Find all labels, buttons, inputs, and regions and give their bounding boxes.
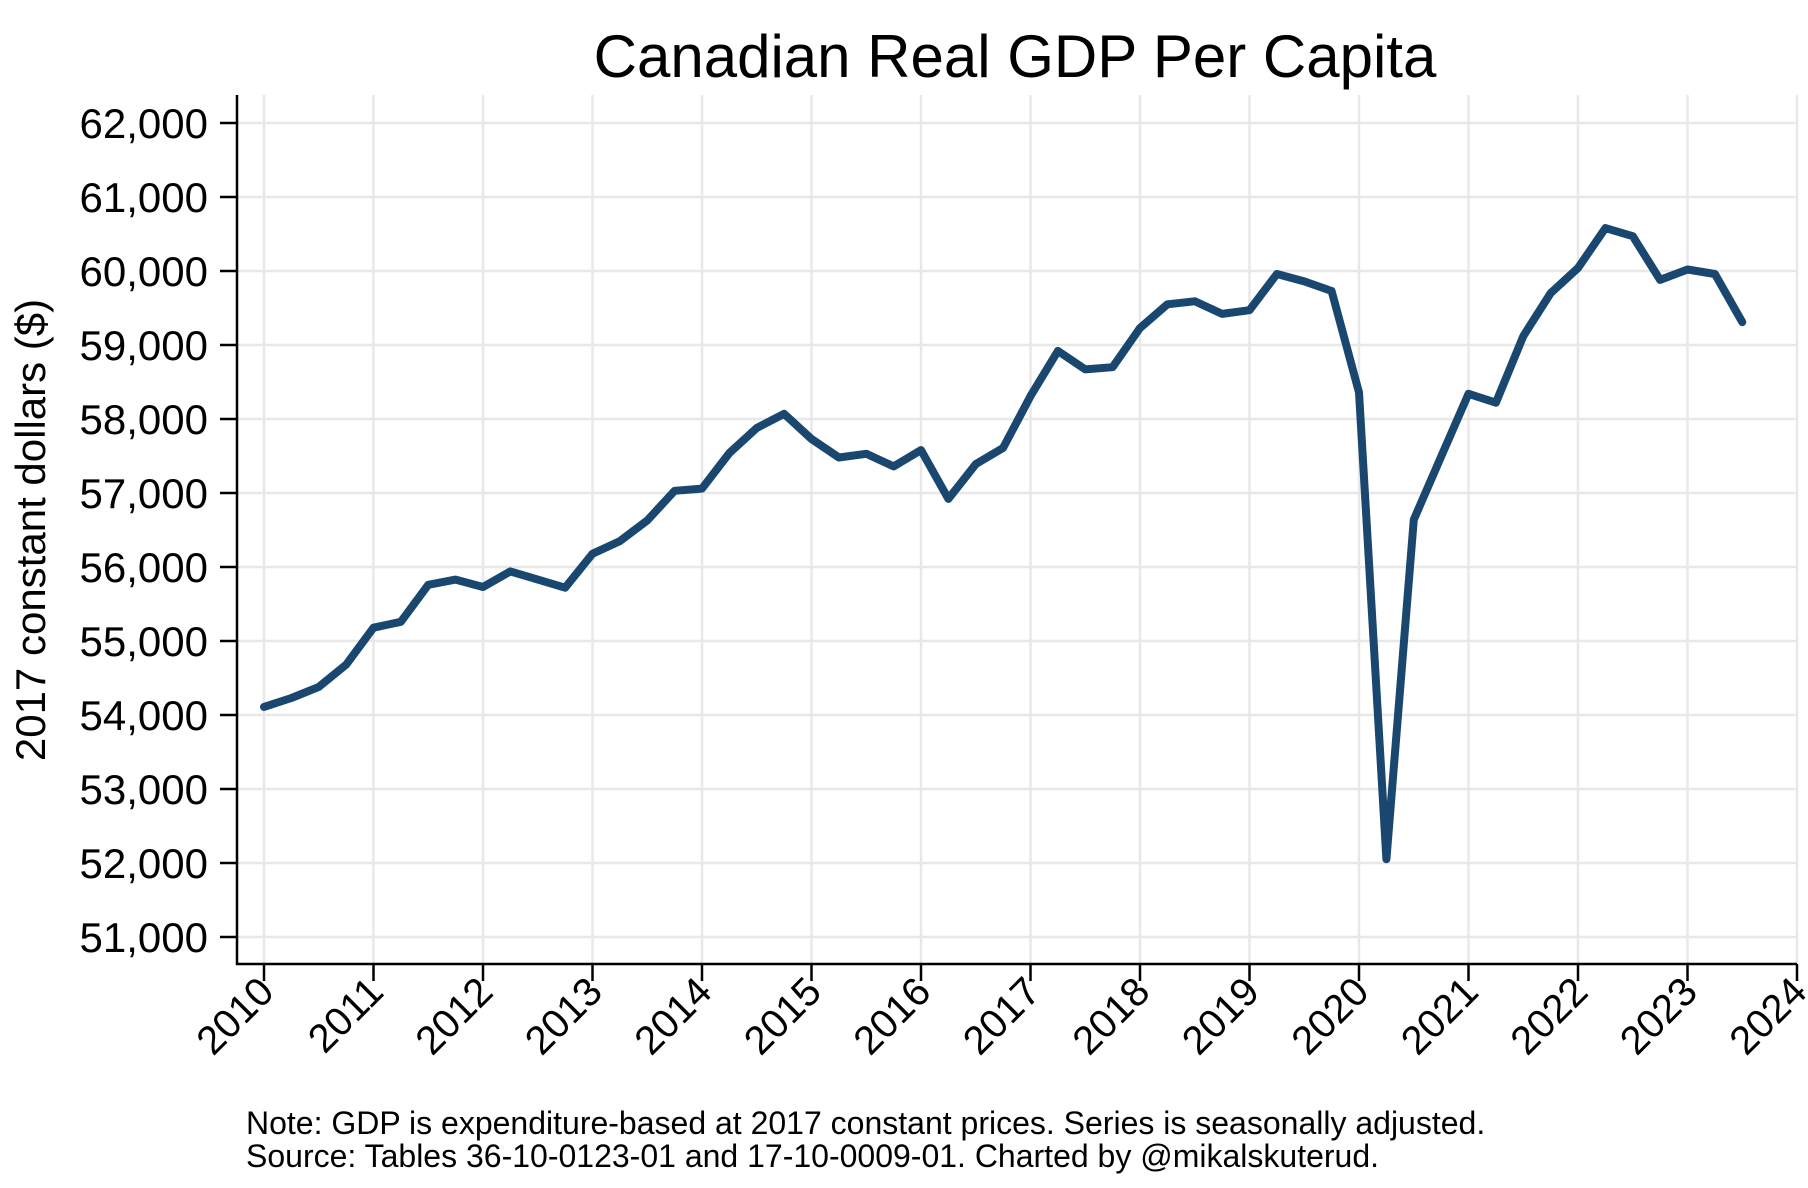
y-tick-label: 55,000 (80, 618, 208, 665)
y-tick-label: 52,000 (80, 840, 208, 887)
chart-title: Canadian Real GDP Per Capita (594, 23, 1437, 90)
series-layer (260, 224, 1747, 864)
y-axis-ticks: 51,000 52,000 53,000 54,000 55,000 56,000 57,0… (80, 100, 237, 961)
y-tick-label: 60,000 (80, 248, 208, 295)
y-tick-label: 57,000 (80, 470, 208, 517)
y-tick-label: 56,000 (80, 544, 208, 591)
y-tick-label: 58,000 (80, 396, 208, 443)
axes (235, 95, 1797, 966)
y-tick-label: 62,000 (80, 100, 208, 147)
y-tick-label: 61,000 (80, 174, 208, 221)
gridlines (238, 95, 1799, 963)
y-tick-label: 59,000 (80, 322, 208, 369)
y-axis-label: 2017 constant dollars ($) (7, 299, 54, 761)
y-tick-label: 51,000 (80, 914, 208, 961)
note-text: Note: GDP is expenditure-based at 2017 c… (246, 1105, 1485, 1141)
y-tick-label: 53,000 (80, 766, 208, 813)
y-tick-label: 54,000 (80, 692, 208, 739)
source-text: Source: Tables 36-10-0123-01 and 17-10-0… (246, 1138, 1379, 1174)
